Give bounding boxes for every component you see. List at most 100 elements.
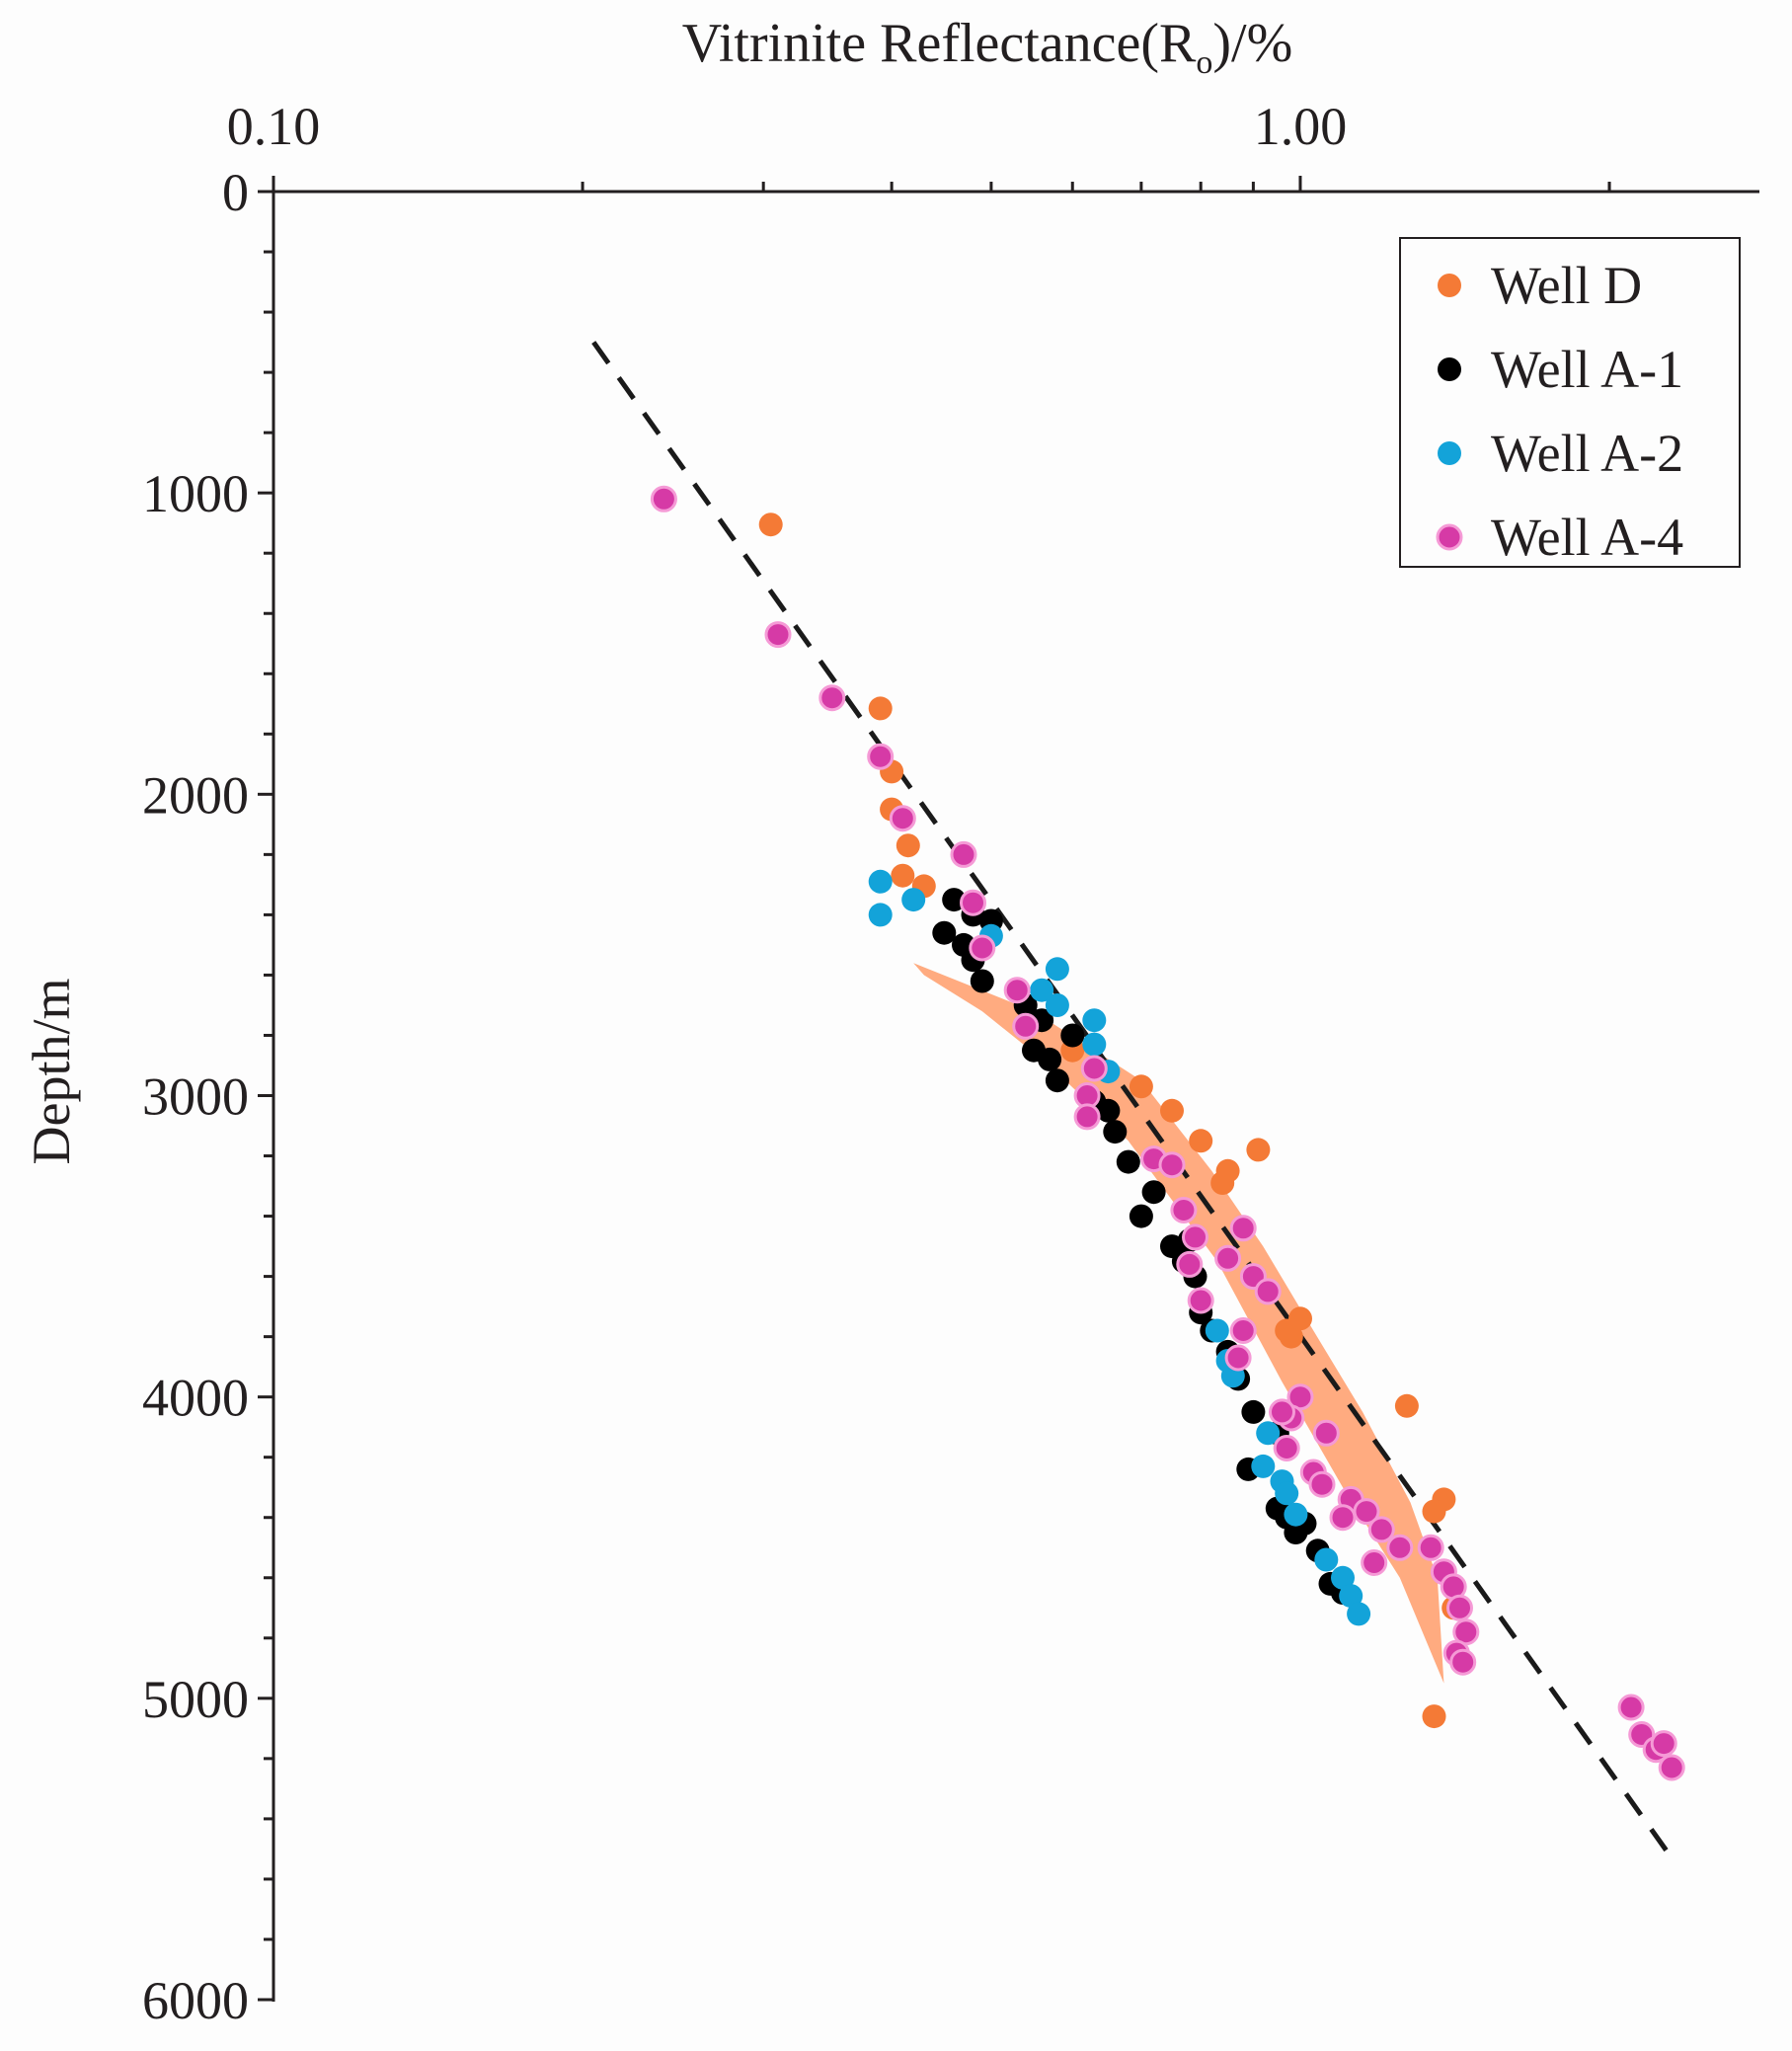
y-tick-label: 5000 xyxy=(142,1670,249,1729)
data-point xyxy=(969,934,996,962)
data-point xyxy=(1030,978,1054,1002)
data-point xyxy=(1129,1204,1153,1228)
data-point xyxy=(1038,1047,1062,1071)
data-point xyxy=(1308,1470,1336,1498)
data-point xyxy=(1314,1547,1339,1572)
data-point xyxy=(1331,1565,1355,1590)
data-point xyxy=(1045,957,1069,982)
x-axis-title-subscript: o xyxy=(1196,44,1212,81)
axes: 0.10 1.00 0 1000 2000 3000 4000 5000 6000 xyxy=(142,97,1759,2030)
data-point xyxy=(1158,1151,1186,1179)
data-point xyxy=(1246,1138,1271,1162)
data-point xyxy=(1288,1306,1312,1331)
data-point xyxy=(764,621,792,649)
data-point xyxy=(1279,1324,1303,1349)
legend-marker xyxy=(1438,441,1461,465)
data-point xyxy=(1361,1549,1388,1576)
legend-item: Well A-4 xyxy=(1436,508,1683,567)
data-point xyxy=(1224,1344,1252,1372)
data-point xyxy=(1329,1504,1357,1532)
data-point xyxy=(1080,1055,1108,1082)
data-point xyxy=(1449,1648,1477,1676)
legend-label: Well A-4 xyxy=(1491,508,1683,567)
data-point xyxy=(960,889,986,916)
data-point xyxy=(1073,1103,1101,1131)
data-point xyxy=(1045,993,1069,1017)
x-axis-title: Vitrinite Reflectance(Ro)/% xyxy=(682,13,1292,81)
data-point xyxy=(1012,1012,1040,1040)
data-point xyxy=(1082,1032,1107,1057)
data-point xyxy=(1182,1223,1208,1251)
data-point xyxy=(1003,977,1031,1004)
data-point xyxy=(950,840,977,868)
data-point xyxy=(1394,1393,1419,1418)
data-point xyxy=(1254,1278,1282,1305)
data-point xyxy=(1187,1287,1214,1314)
legend-marker xyxy=(1436,523,1463,551)
legend-items: Well D Well A-1 Well A-2 Well A-4 xyxy=(1436,256,1683,567)
legend-label: Well D xyxy=(1491,256,1642,315)
data-point xyxy=(1082,1008,1107,1033)
trend-line xyxy=(591,341,1675,1860)
data-point xyxy=(868,869,893,894)
data-point xyxy=(650,485,677,513)
data-point xyxy=(889,805,916,832)
data-point xyxy=(1176,1250,1204,1278)
data-point xyxy=(1284,1502,1308,1527)
data-point xyxy=(1170,1197,1198,1223)
legend: Well D Well A-1 Well A-2 Well A-4 xyxy=(1399,237,1741,568)
data-point xyxy=(1275,1481,1299,1506)
shaded-region-layer xyxy=(913,963,1444,1684)
x-axis-title-suffix: )/% xyxy=(1212,13,1292,74)
data-point xyxy=(1116,1149,1140,1174)
y-tick-label: 4000 xyxy=(142,1369,249,1428)
data-point xyxy=(1273,1435,1300,1461)
data-point xyxy=(896,833,920,858)
data-point xyxy=(932,920,957,945)
data-point xyxy=(1251,1454,1276,1478)
y-tick-label: 3000 xyxy=(142,1067,249,1127)
y-axis-title: Depth/m xyxy=(22,979,81,1165)
legend-label: Well A-1 xyxy=(1491,340,1683,399)
legend-item: Well A-2 xyxy=(1438,424,1683,483)
data-point xyxy=(1347,1602,1371,1626)
data-point xyxy=(901,888,926,912)
data-point xyxy=(1214,1244,1242,1272)
data-point xyxy=(891,863,915,888)
data-point xyxy=(758,513,783,537)
data-point xyxy=(868,903,893,927)
x-tick-label: 0.10 xyxy=(227,97,321,156)
legend-item: Well D xyxy=(1438,256,1642,315)
data-point xyxy=(942,888,967,912)
legend-marker xyxy=(1438,357,1461,381)
y-tick-label: 1000 xyxy=(142,464,249,523)
data-point xyxy=(1339,1584,1363,1609)
data-point xyxy=(1256,1421,1281,1446)
data-point xyxy=(1060,1023,1085,1048)
data-point xyxy=(1229,1215,1257,1242)
data-point xyxy=(1210,1171,1235,1195)
data-point xyxy=(1367,1516,1395,1543)
data-point xyxy=(1658,1754,1685,1781)
data-point xyxy=(1129,1074,1153,1099)
data-point xyxy=(1229,1317,1257,1344)
data-point xyxy=(1241,1399,1266,1424)
data-point xyxy=(970,969,994,993)
data-point xyxy=(1141,1180,1166,1205)
data-point xyxy=(1205,1318,1229,1343)
data-point xyxy=(1045,1068,1069,1093)
data-point xyxy=(1269,1398,1295,1426)
x-tick-label: 1.00 xyxy=(1254,97,1348,156)
y-tick-label: 0 xyxy=(222,163,249,222)
data-point xyxy=(1422,1499,1446,1524)
legend-item: Well A-1 xyxy=(1438,340,1683,399)
data-point xyxy=(1650,1730,1677,1758)
data-point xyxy=(1386,1534,1414,1561)
data-point xyxy=(1189,1129,1213,1153)
data-point xyxy=(1617,1694,1645,1721)
legend-marker xyxy=(1438,274,1461,297)
y-tick-label: 2000 xyxy=(142,765,249,825)
data-point xyxy=(1312,1419,1340,1447)
